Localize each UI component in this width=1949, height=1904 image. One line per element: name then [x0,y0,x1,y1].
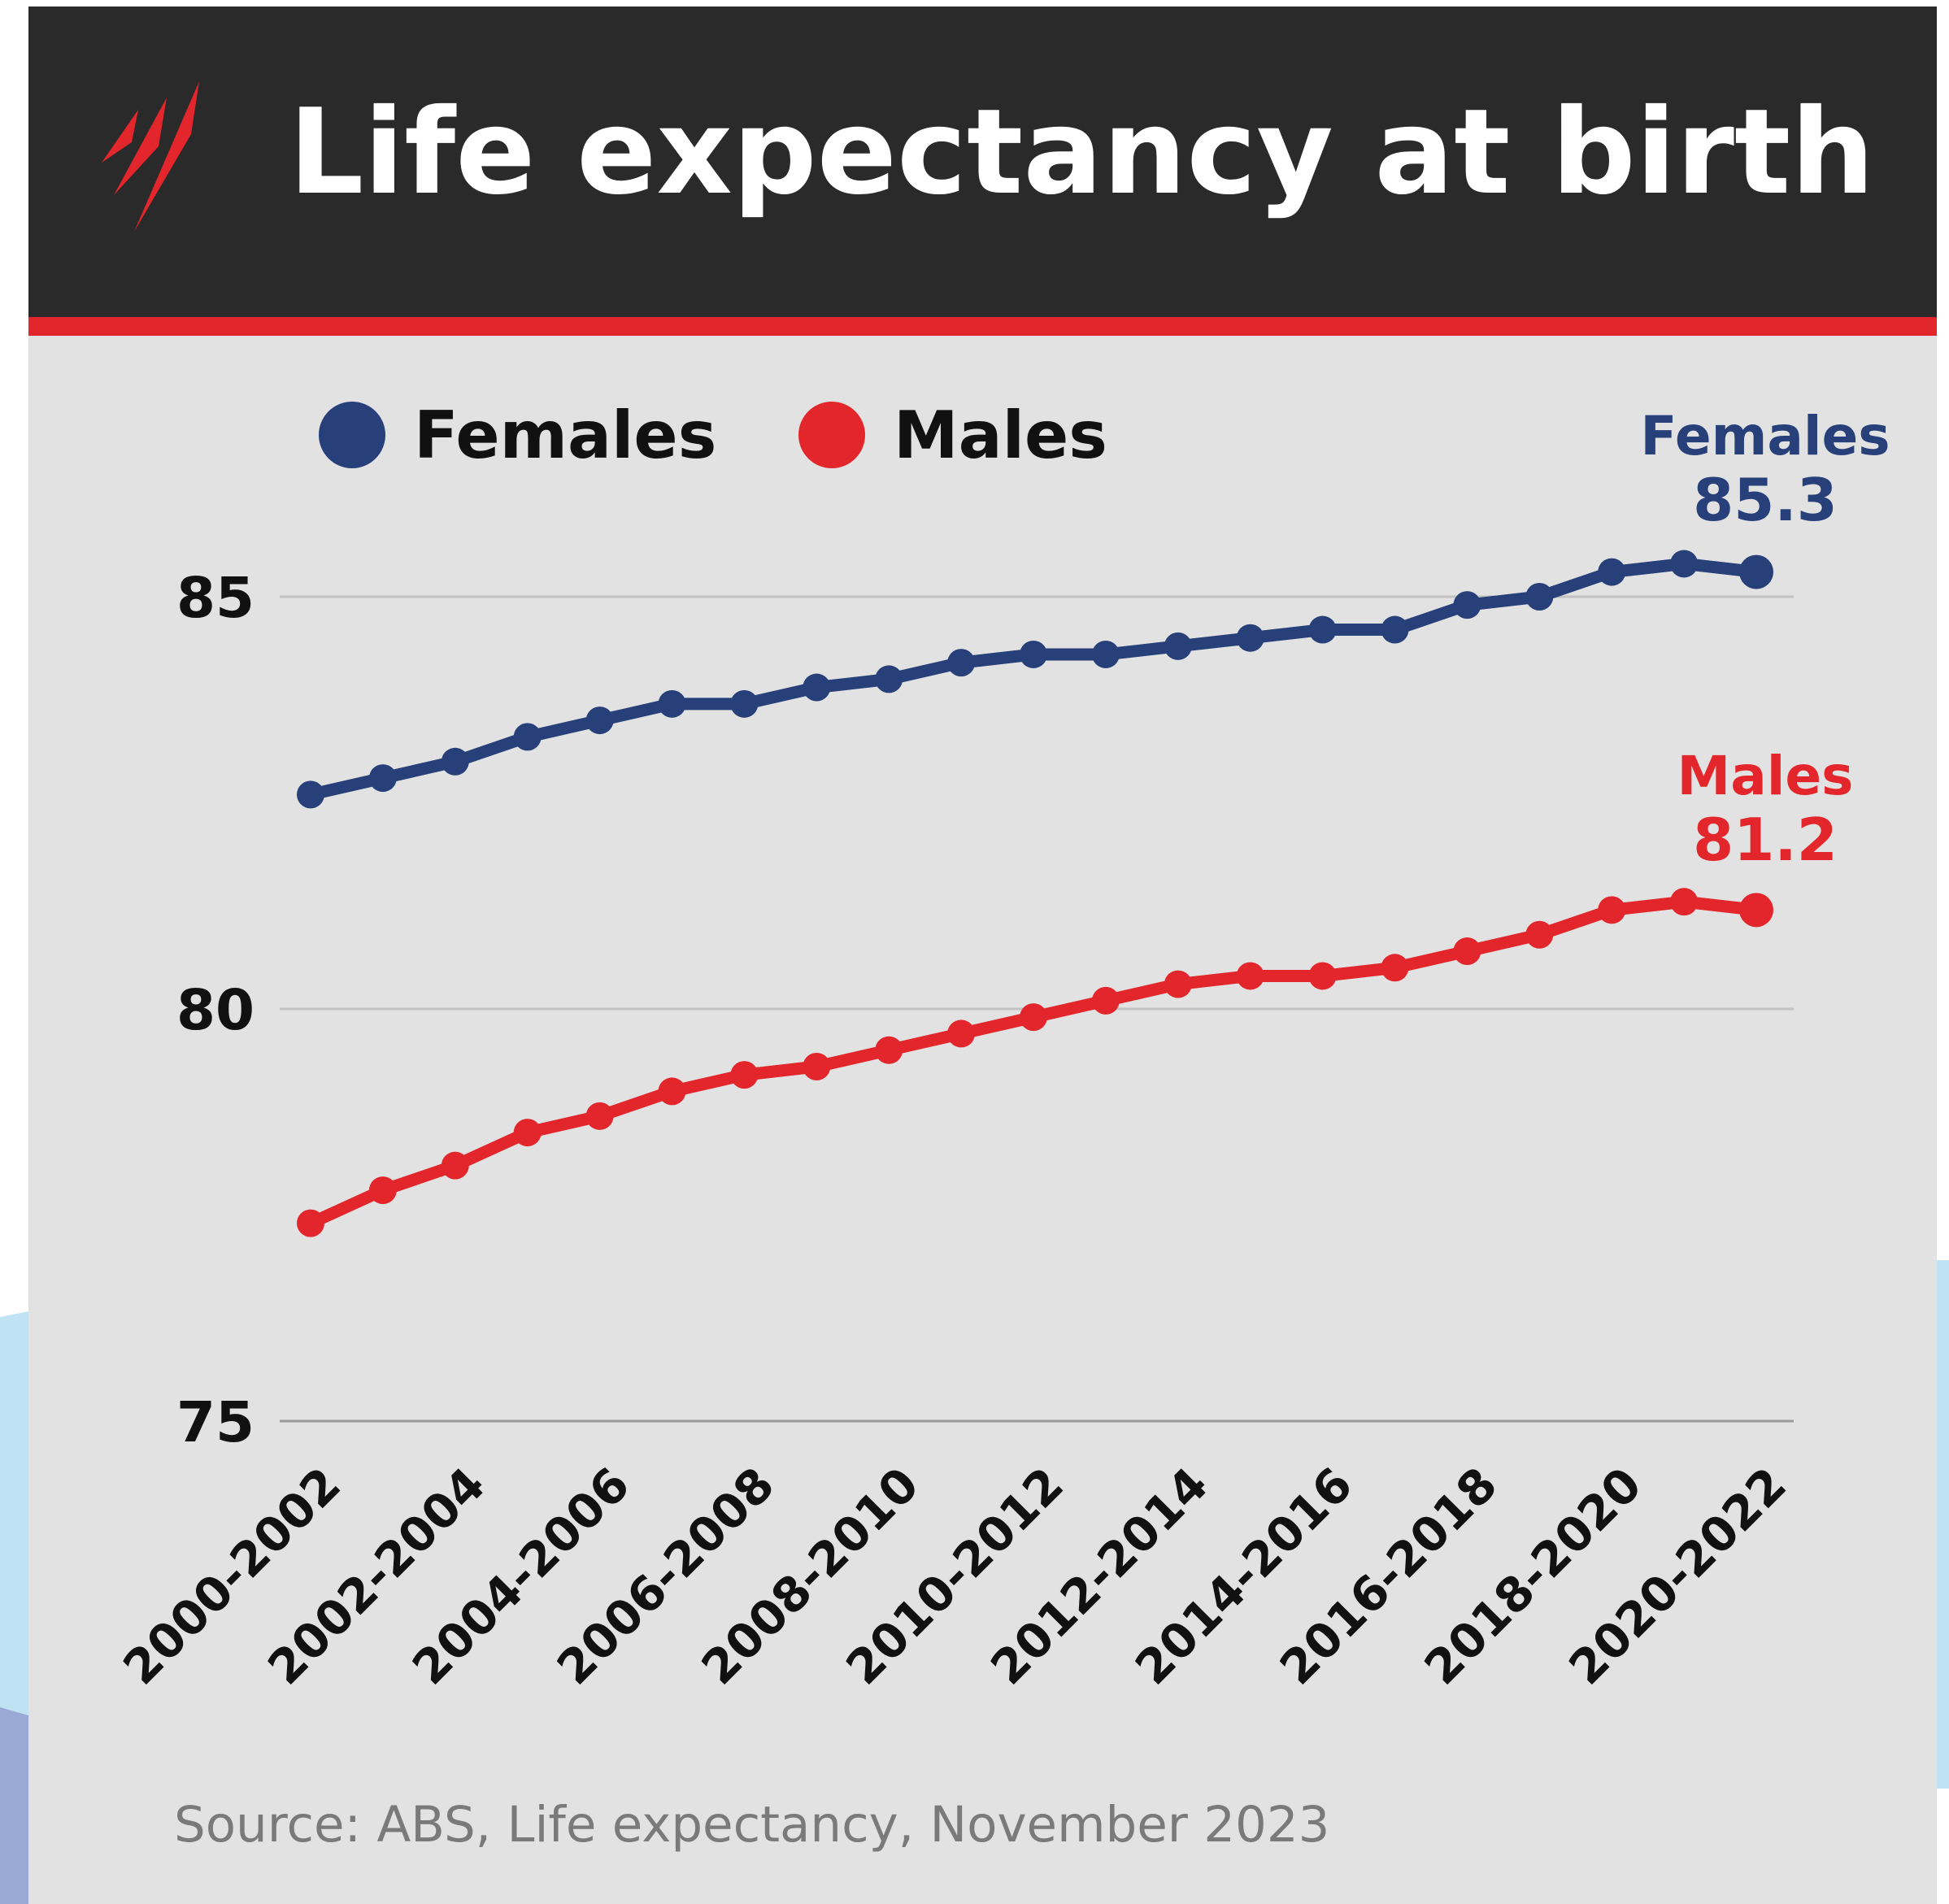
source: Source: ABS, Life expectancy, November 2… [174,1796,1329,1854]
point [1091,640,1120,668]
point [1670,550,1699,578]
point [1091,986,1120,1015]
point [1525,583,1554,611]
end-label-name: Males [1677,745,1854,807]
logo [102,81,199,232]
point [1308,615,1337,644]
point [1739,893,1773,928]
legend-swatch [798,402,865,468]
point [1598,558,1626,586]
point [368,1176,397,1205]
point [658,1077,686,1106]
point [585,1102,614,1130]
point [1236,962,1264,990]
point [803,1052,831,1080]
point [658,689,686,718]
point [1670,888,1699,916]
point [441,747,469,776]
point [297,1209,324,1237]
point [1739,554,1773,589]
point [297,780,324,809]
point [730,689,759,718]
y-tick-label: 85 [176,566,255,631]
background-shape [0,1707,28,1904]
end-label-name: Females [1640,405,1890,467]
legend-swatch [319,402,385,468]
point [441,1151,469,1180]
legend-label: Males [894,398,1107,473]
point [513,1119,542,1147]
point [585,706,614,735]
point [513,723,542,751]
chart-title: Life expectancy at birth [289,84,1875,221]
header [28,7,1937,317]
point [875,1036,903,1064]
point [1381,615,1409,644]
point [947,649,976,677]
end-label-value: 85.3 [1693,466,1838,534]
header-rule [28,317,1937,336]
point [1381,954,1409,982]
point [1236,624,1264,652]
point [1453,591,1481,619]
point [1164,632,1192,660]
point [1453,937,1481,966]
point [1020,640,1047,668]
point [947,1019,976,1048]
legend-label: Females [414,398,716,473]
point [1598,896,1626,924]
background-shape [1937,1260,1949,1789]
point [1525,920,1554,949]
point [803,673,831,702]
end-label-value: 81.2 [1693,806,1838,874]
point [875,665,903,693]
point [368,764,397,793]
point [1308,962,1337,990]
point [1164,970,1192,998]
point [730,1061,759,1089]
y-tick-label: 75 [176,1390,255,1455]
point [1020,1003,1047,1032]
y-tick-label: 80 [176,978,255,1043]
